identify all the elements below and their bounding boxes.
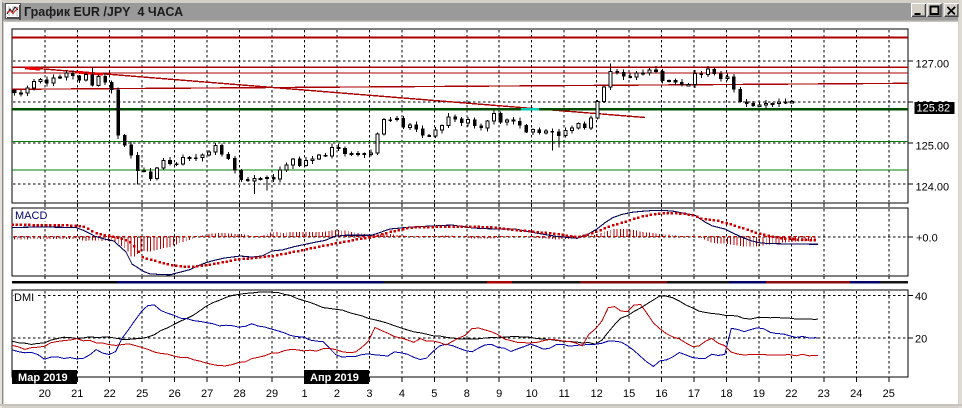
- svg-text:124.00: 124.00: [916, 182, 950, 194]
- svg-text:25: 25: [883, 388, 895, 400]
- svg-text:8: 8: [464, 388, 470, 400]
- svg-text:125.00: 125.00: [916, 141, 950, 153]
- svg-text:12: 12: [590, 388, 602, 400]
- svg-text:19: 19: [753, 388, 765, 400]
- svg-text:DMI: DMI: [14, 292, 34, 304]
- svg-text:125.82: 125.82: [917, 103, 951, 115]
- svg-text:2: 2: [334, 388, 340, 400]
- svg-text:26: 26: [168, 388, 180, 400]
- svg-text:127.00: 127.00: [916, 59, 950, 71]
- svg-text:22: 22: [785, 388, 797, 400]
- svg-text:+0.0: +0.0: [916, 233, 938, 245]
- svg-text:16: 16: [655, 388, 667, 400]
- svg-text:23: 23: [818, 388, 830, 400]
- svg-text:3: 3: [366, 388, 372, 400]
- svg-text:Мар 2019: Мар 2019: [18, 372, 68, 384]
- svg-text:20: 20: [39, 388, 51, 400]
- svg-text:25: 25: [136, 388, 148, 400]
- svg-text:24: 24: [850, 388, 862, 400]
- svg-text:15: 15: [623, 388, 635, 400]
- svg-text:29: 29: [266, 388, 278, 400]
- svg-text:4: 4: [399, 388, 405, 400]
- svg-text:MACD: MACD: [15, 210, 47, 222]
- svg-text:Апр 2019: Апр 2019: [310, 372, 359, 384]
- svg-text:10: 10: [526, 388, 538, 400]
- svg-text:11: 11: [558, 388, 569, 400]
- svg-text:1: 1: [301, 388, 307, 400]
- svg-text:18: 18: [720, 388, 732, 400]
- svg-text:17: 17: [688, 388, 700, 400]
- svg-text:20: 20: [915, 334, 927, 346]
- svg-text:21: 21: [71, 388, 83, 400]
- svg-text:22: 22: [104, 388, 116, 400]
- svg-text:40: 40: [915, 291, 927, 303]
- svg-text:5: 5: [431, 388, 437, 400]
- svg-text:График EUR /JPY 4 ЧАСА: График EUR /JPY 4 ЧАСА: [24, 5, 183, 19]
- svg-text:9: 9: [496, 388, 502, 400]
- svg-text:28: 28: [233, 388, 245, 400]
- svg-text:27: 27: [201, 388, 213, 400]
